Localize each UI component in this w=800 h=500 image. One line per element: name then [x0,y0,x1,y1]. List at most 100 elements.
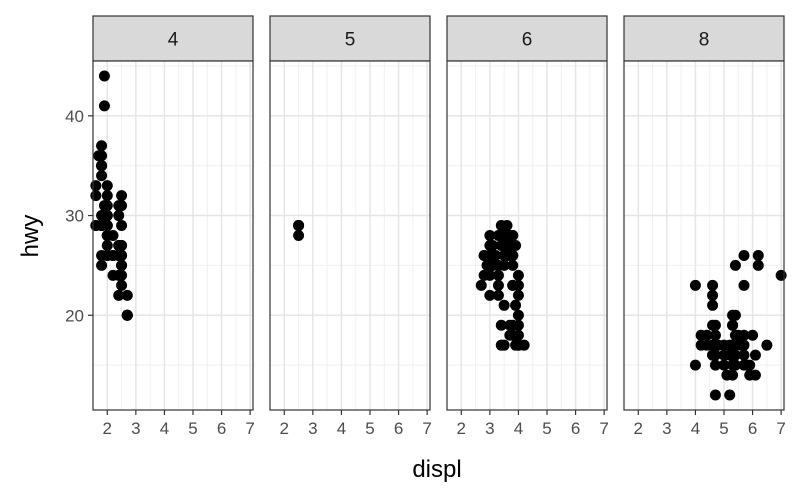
data-point [512,329,524,341]
data-point [707,289,719,301]
data-point [718,359,730,371]
data-point [98,200,110,212]
x-tick-label: 4 [691,419,700,438]
data-point [749,369,761,381]
data-point [96,160,108,172]
data-point [116,190,128,202]
data-points [293,220,305,241]
data-point [116,259,128,271]
data-point [90,190,102,202]
data-point [752,259,764,271]
data-point [498,339,510,351]
data-point [741,359,753,371]
data-point [707,299,719,311]
data-point [293,230,305,241]
x-tick-label: 4 [160,419,169,438]
data-point [475,279,487,291]
data-point [749,349,761,361]
x-tick-label: 3 [131,419,140,438]
data-point [738,279,750,291]
data-point [116,220,128,232]
x-tick-label: 7 [245,419,254,438]
data-point [709,359,721,371]
data-point [512,309,524,321]
data-point [510,239,522,251]
data-point [727,349,739,361]
data-point [761,339,773,351]
data-point [510,299,522,311]
data-point [293,220,305,232]
facet-panel-8: 8 2 3 4 5 6 7 [623,15,787,438]
data-point [484,239,496,251]
data-point [747,329,759,341]
facet-panel-5: 52 3 4 5 6 7 [269,15,432,438]
data-points [475,220,530,351]
data-point [709,389,721,401]
panel-border [446,60,608,411]
data-point [121,289,133,301]
data-point [689,279,701,291]
data-point [707,279,719,291]
data-point [724,389,736,401]
x-tick-label: 7 [422,419,431,438]
data-points [90,70,133,321]
data-point [96,259,108,271]
data-point [116,239,128,251]
data-point [752,249,764,261]
data-point [732,329,744,341]
facet-strip-label: 5 [345,30,356,51]
x-tick-label: 7 [776,419,785,438]
data-point [113,210,125,222]
data-point [712,339,724,351]
data-point [507,230,519,241]
facet-strip-label: 6 [522,30,533,51]
data-point [492,279,504,291]
data-point [101,220,113,232]
x-tick-label: 5 [365,419,374,438]
facet-panel-4: 42 3 4 5 6 7 [90,15,255,438]
data-point [701,339,713,351]
data-point [727,359,739,371]
data-point [507,319,519,331]
x-tick-label: 4 [514,419,523,438]
x-tick-label: 2 [634,419,643,438]
x-tick-label: 6 [571,419,580,438]
data-point [721,369,733,381]
data-point [492,289,504,301]
facet-strip [623,15,785,62]
panel-border [623,60,785,411]
data-point [727,309,739,321]
data-point [113,200,125,212]
data-point [492,259,504,271]
x-tick-label: 6 [217,419,226,438]
data-point [501,220,513,232]
data-point [492,269,504,281]
data-point [689,359,701,371]
data-point [98,70,110,82]
data-point [492,230,504,241]
data-point [96,140,108,152]
facet-strip [446,15,608,62]
x-tick-label: 5 [719,419,728,438]
data-point [484,289,496,301]
data-point [113,249,125,261]
panel-background [447,61,607,410]
data-point [707,319,719,331]
data-point [484,259,496,271]
facet-strip [269,15,431,62]
data-point [709,329,721,341]
data-point [735,339,747,351]
data-point [512,269,524,281]
data-point [121,309,133,321]
data-point [96,170,108,182]
x-tick-label: 2 [280,419,289,438]
data-point [484,249,496,261]
data-point [96,150,108,162]
data-point [775,269,787,281]
x-tick-label: 3 [485,419,494,438]
data-points [689,249,787,401]
data-point [498,299,510,311]
data-point [738,349,750,361]
y-axis-title: hwy [17,215,44,258]
data-point [510,339,522,351]
